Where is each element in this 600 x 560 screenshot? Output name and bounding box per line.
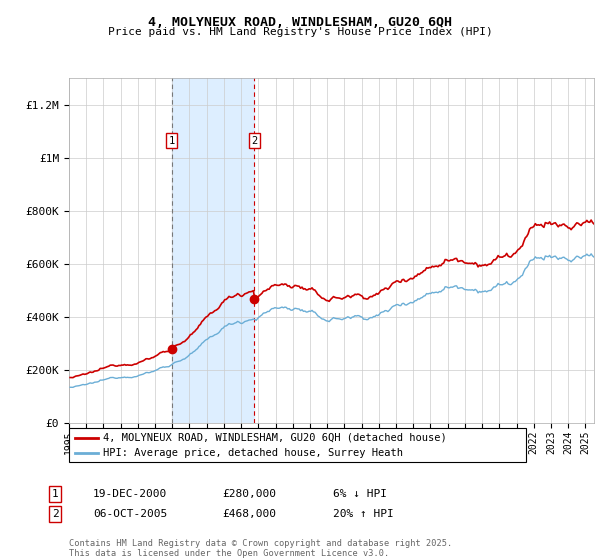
Text: Contains HM Land Registry data © Crown copyright and database right 2025.
This d: Contains HM Land Registry data © Crown c… (69, 539, 452, 558)
Text: £468,000: £468,000 (222, 509, 276, 519)
Text: 6% ↓ HPI: 6% ↓ HPI (333, 489, 387, 499)
Text: 4, MOLYNEUX ROAD, WINDLESHAM, GU20 6QH: 4, MOLYNEUX ROAD, WINDLESHAM, GU20 6QH (148, 16, 452, 29)
Text: 19-DEC-2000: 19-DEC-2000 (93, 489, 167, 499)
Text: 06-OCT-2005: 06-OCT-2005 (93, 509, 167, 519)
Text: HPI: Average price, detached house, Surrey Heath: HPI: Average price, detached house, Surr… (103, 447, 403, 458)
Text: 20% ↑ HPI: 20% ↑ HPI (333, 509, 394, 519)
Text: 2: 2 (52, 509, 59, 519)
Text: 1: 1 (52, 489, 59, 499)
Text: 2: 2 (251, 136, 257, 146)
Bar (172, 78, 254, 423)
Text: Price paid vs. HM Land Registry's House Price Index (HPI): Price paid vs. HM Land Registry's House … (107, 27, 493, 37)
Text: £280,000: £280,000 (222, 489, 276, 499)
Text: 4, MOLYNEUX ROAD, WINDLESHAM, GU20 6QH (detached house): 4, MOLYNEUX ROAD, WINDLESHAM, GU20 6QH (… (103, 433, 446, 443)
Text: 1: 1 (169, 136, 175, 146)
